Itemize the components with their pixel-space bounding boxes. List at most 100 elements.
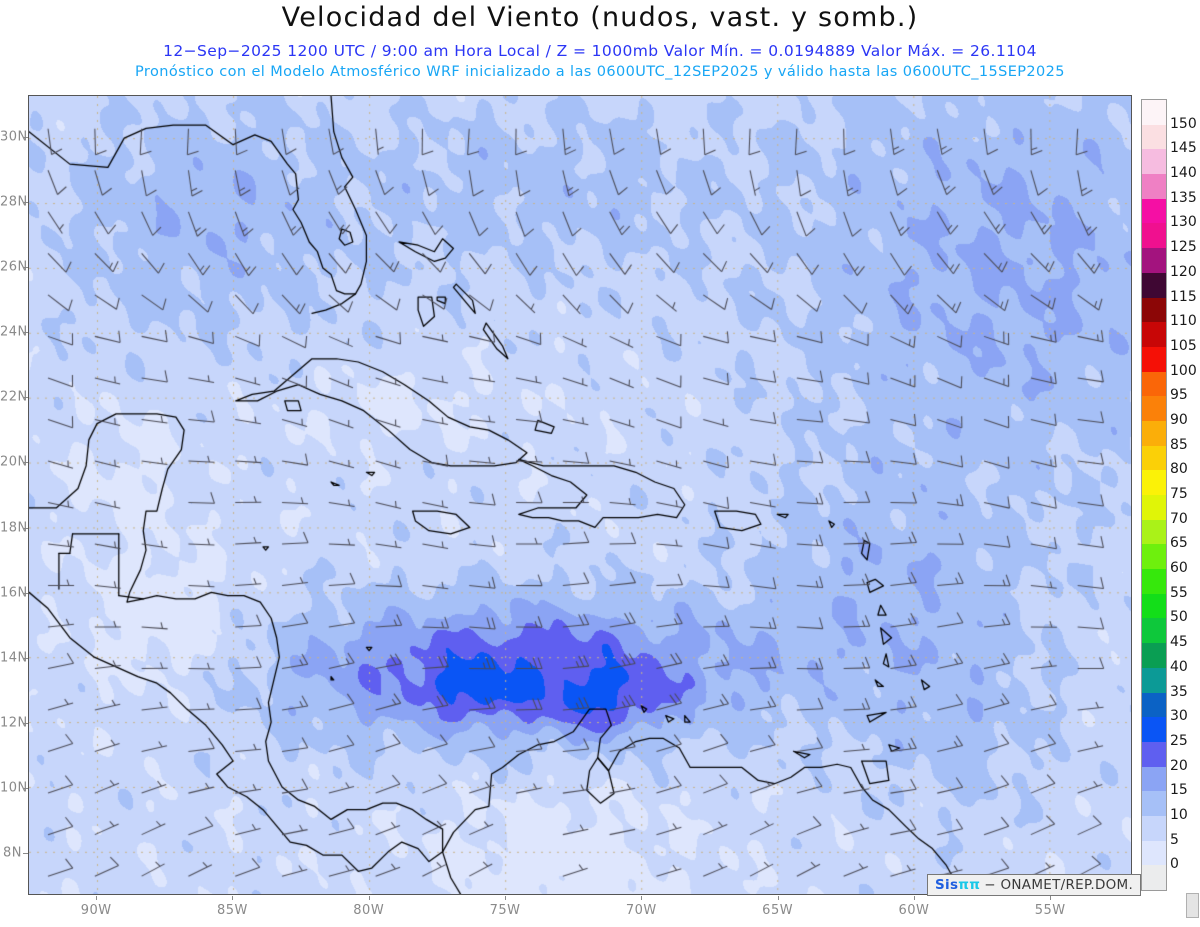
y-axis-tick-label: 26N [0,259,28,275]
x-axis-tick [641,896,643,900]
colorbar-tick-label: 35 [1170,683,1188,700]
colorbar-band [1142,124,1166,150]
x-axis-tick-label: 60W [898,903,930,918]
y-axis-tick [23,462,28,464]
colorbar-tick-label: 0 [1170,856,1179,873]
watermark-pi-icon: ππ [958,877,981,893]
y-axis-tick-label: 30N [0,129,28,145]
colorbar-band [1142,667,1166,693]
x-axis-tick [505,896,507,900]
y-axis-tick-label: 24N [0,324,28,340]
colorbar-tick-label: 100 [1170,362,1197,379]
y-axis-tick-label: 14N [0,650,28,666]
colorbar-tick-label: 110 [1170,313,1197,330]
x-axis-tick-label: 90W [80,903,112,918]
colorbar-band [1142,420,1166,446]
map-plot-area[interactable] [28,95,1132,895]
forecast-subtitle-line1: 12−Sep−2025 1200 UTC / 9:00 am Hora Loca… [163,42,1037,60]
colorbar-band [1142,248,1166,273]
colorbar-tick-label: 45 [1170,634,1188,651]
colorbar-band [1142,445,1166,471]
colorbar-band [1142,396,1166,421]
colorbar-tick-label: 120 [1170,263,1197,280]
y-axis-tick [23,202,28,204]
colorbar-tick-label: 95 [1170,387,1188,404]
colorbar-band [1142,692,1166,718]
colorbar-tick-label: 75 [1170,486,1188,502]
colorbar-tick-label: 50 [1170,609,1188,626]
colorbar-tick-label: 5 [1170,831,1179,848]
colorbar[interactable] [1141,99,1167,891]
watermark-agency-text: − ONAMET/REP.DOM. [984,877,1134,893]
colorbar-band [1142,198,1166,224]
x-axis-tick [96,896,98,900]
colorbar-tick-label: 55 [1170,584,1188,601]
watermark-sis-text: Sis [935,877,959,893]
colorbar-band [1142,371,1166,397]
y-axis-tick [23,592,28,594]
colorbar-tick-label: 10 [1170,806,1188,823]
forecast-subtitle-line2: Pronóstico con el Modelo Atmosférico WRF… [135,64,1065,80]
colorbar-tick-label: 115 [1170,288,1197,305]
y-axis-tick [23,852,28,854]
colorbar-tick-label: 70 [1170,510,1188,527]
colorbar-band [1142,815,1166,841]
colorbar-band [1142,519,1166,545]
x-axis-tick-label: 70W [625,903,657,918]
colorbar-tick-label: 15 [1170,782,1188,799]
y-axis-tick [23,722,28,724]
colorbar-tick-label: 30 [1170,708,1188,725]
colorbar-tick-label: 130 [1170,214,1197,231]
map-canvas[interactable] [29,96,1131,894]
y-axis-tick-label: 8N [3,845,22,861]
colorbar-tick-label: 65 [1170,535,1188,552]
colorbar-tick-label: 105 [1170,337,1197,354]
scrollbar-thumb[interactable] [1186,893,1199,918]
x-axis-tick [1050,896,1052,900]
y-axis-tick-label: 12N [0,715,28,731]
colorbar-band [1142,346,1166,372]
colorbar-band [1142,741,1166,767]
y-axis-tick [23,137,28,139]
colorbar-band [1142,322,1166,347]
colorbar-band [1142,100,1166,125]
colorbar-tick-label: 60 [1170,560,1188,577]
y-axis-tick [23,657,28,659]
colorbar-tick-label: 90 [1170,411,1188,428]
y-axis-tick-label: 10N [0,780,28,796]
y-axis-tick-label: 20N [0,454,28,470]
colorbar-band [1142,174,1166,199]
y-axis-tick [23,332,28,334]
colorbar-tick-label: 40 [1170,658,1188,675]
colorbar-band [1142,223,1166,249]
x-axis-tick-label: 65W [762,903,794,918]
colorbar-band [1142,544,1166,570]
x-axis-tick [368,896,370,900]
colorbar-band [1142,766,1166,792]
colorbar-band [1142,865,1166,890]
colorbar-tick-label: 80 [1170,461,1188,478]
colorbar-tick-label: 85 [1170,436,1188,453]
colorbar-band [1142,593,1166,619]
colorbar-band [1142,470,1166,495]
x-axis-tick [777,896,779,900]
colorbar-band [1142,495,1166,520]
x-axis-tick-label: 85W [216,903,248,918]
x-axis-tick-label: 80W [353,903,385,918]
colorbar-band [1142,297,1166,323]
colorbar-band [1142,643,1166,668]
y-axis-tick [23,527,28,529]
colorbar-band [1142,569,1166,594]
colorbar-band [1142,840,1166,866]
colorbar-band [1142,618,1166,644]
colorbar-tick-labels: 150 145 140 135 130 125 120 115 110 105 100 95 90 85 8… [1170,99,1200,889]
y-axis-tick [23,267,28,269]
x-axis-tick-label: 75W [489,903,521,918]
colorbar-band [1142,717,1166,742]
y-axis-tick [23,787,28,789]
colorbar-band [1142,149,1166,175]
colorbar-tick-label: 145 [1170,140,1197,157]
y-axis-tick [23,397,28,399]
y-axis-tick-label: 22N [0,389,28,405]
